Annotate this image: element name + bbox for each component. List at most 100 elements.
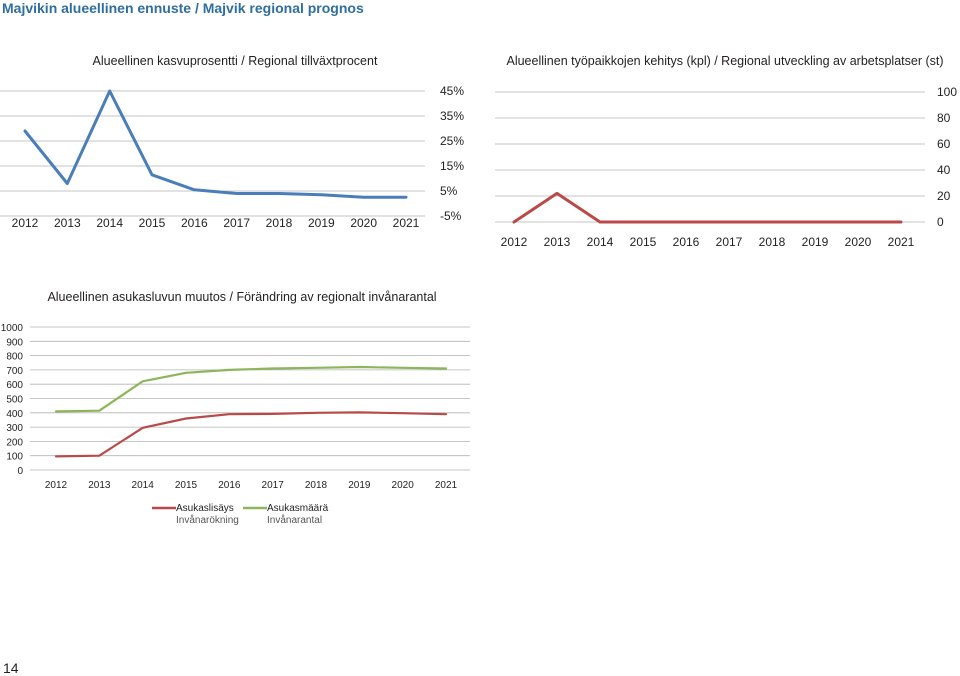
legend-label-secondary: Invånarantal — [267, 514, 322, 526]
growth-data-point — [362, 196, 365, 199]
growth-x-tick-label: 2016 — [181, 216, 208, 230]
jobs-y-tick-label: 60 — [937, 137, 951, 151]
legend-label-secondary: Invånarökning — [176, 514, 239, 526]
jobs-x-tick-label: 2019 — [802, 235, 829, 249]
population-y-tick-label: 500 — [6, 395, 23, 406]
population-y-tick-label: 900 — [6, 337, 23, 348]
jobs-series-line-0 — [512, 191, 903, 224]
population-data-point — [185, 371, 187, 374]
jobs-x-tick-label: 2013 — [544, 235, 571, 249]
growth-data-point — [66, 182, 69, 185]
population-data-point — [228, 413, 231, 416]
jobs-data-point — [814, 221, 816, 223]
population-data-point — [185, 417, 187, 420]
jobs-x-tick-label: 2016 — [673, 235, 700, 249]
population-x-tick-label: 2018 — [305, 480, 328, 491]
population-data-point — [358, 411, 361, 414]
jobs-x-tick-label: 2015 — [630, 235, 657, 249]
growth-data-point — [320, 193, 323, 196]
jobs-x-tick-label: 2021 — [888, 235, 915, 249]
jobs-data-point — [900, 221, 902, 223]
page-number: 14 — [3, 660, 19, 676]
population-x-tick-label: 2021 — [435, 480, 458, 491]
growth-x-tick-label: 2013 — [54, 216, 81, 230]
growth-x-tick-label: 2014 — [96, 216, 123, 230]
population-data-point — [315, 412, 317, 414]
population-x-tick-label: 2019 — [348, 480, 371, 491]
growth-data-point — [151, 173, 153, 176]
jobs-y-tick-label: 40 — [937, 163, 951, 177]
jobs-data-point — [857, 221, 859, 223]
growth-x-tick-label: 2018 — [266, 216, 293, 230]
growth-chart-title: Alueellinen kasvuprosentti / Regional ti… — [93, 54, 378, 68]
jobs-x-tick-label: 2018 — [759, 235, 786, 249]
population-x-tick-label: 2014 — [132, 480, 155, 491]
jobs-x-tick-label: 2014 — [587, 235, 614, 249]
population-series-line-0 — [54, 411, 448, 458]
population-y-tick-label: 1000 — [1, 323, 24, 334]
population-data-point — [98, 454, 101, 457]
growth-data-point — [193, 188, 196, 191]
growth-x-tick-label: 2020 — [350, 216, 377, 230]
page-title: Majvikin alueellinen ennuste / Majvik re… — [2, 0, 364, 16]
population-x-tick-label: 2015 — [175, 480, 198, 491]
jobs-x-tick-label: 2017 — [716, 235, 743, 249]
growth-chart: Alueellinen kasvuprosentti / Regional ti… — [0, 54, 464, 230]
jobs-y-tick-label: 0 — [937, 215, 944, 229]
jobs-y-tick-label: 80 — [937, 111, 951, 125]
population-data-point — [401, 366, 404, 369]
jobs-data-point — [728, 221, 730, 223]
population-y-tick-label: 200 — [6, 437, 23, 448]
population-data-point — [55, 410, 57, 413]
population-data-point — [358, 366, 361, 368]
growth-y-tick-label: 35% — [440, 109, 464, 123]
growth-data-point — [278, 192, 280, 195]
population-data-point — [228, 369, 231, 371]
population-data-point — [141, 380, 144, 383]
jobs-data-point — [771, 221, 773, 223]
growth-y-tick-label: -5% — [440, 209, 462, 223]
jobs-chart-title: Alueellinen työpaikkojen kehitys (kpl) /… — [506, 54, 943, 68]
population-y-tick-label: 700 — [6, 366, 23, 377]
jobs-data-point — [513, 221, 515, 223]
jobs-data-point — [642, 221, 644, 223]
growth-data-point — [108, 90, 111, 92]
jobs-y-tick-label: 20 — [937, 189, 951, 203]
population-data-point — [55, 455, 57, 458]
population-x-tick-label: 2020 — [392, 480, 415, 491]
population-data-point — [271, 367, 274, 370]
jobs-data-point — [556, 192, 558, 195]
population-y-tick-label: 300 — [6, 423, 23, 434]
population-y-tick-label: 400 — [6, 409, 23, 420]
population-data-point — [98, 409, 101, 412]
population-chart-title: Alueellinen asukasluvun muutos / Förändr… — [47, 290, 436, 304]
growth-x-tick-label: 2017 — [223, 216, 250, 230]
growth-x-tick-label: 2015 — [139, 216, 166, 230]
population-data-point — [401, 412, 404, 415]
population-data-point — [141, 427, 144, 429]
population-x-tick-label: 2017 — [262, 480, 285, 491]
growth-data-point — [24, 130, 26, 132]
jobs-x-tick-label: 2012 — [501, 235, 528, 249]
population-data-point — [271, 413, 274, 415]
growth-x-tick-label: 2012 — [12, 216, 39, 230]
growth-x-tick-label: 2021 — [393, 216, 420, 230]
population-x-tick-label: 2016 — [218, 480, 241, 491]
growth-y-tick-label: 45% — [440, 84, 464, 98]
population-y-tick-label: 100 — [6, 452, 23, 463]
legend-label: Asukasmäärä — [267, 503, 329, 514]
jobs-data-point — [599, 221, 601, 223]
jobs-chart: Alueellinen työpaikkojen kehitys (kpl) /… — [495, 54, 957, 249]
population-series-line-1 — [54, 365, 448, 413]
jobs-y-tick-label: 100 — [937, 85, 957, 99]
growth-x-tick-label: 2019 — [308, 216, 335, 230]
jobs-x-tick-label: 2020 — [845, 235, 872, 249]
population-y-tick-label: 800 — [6, 352, 23, 363]
population-data-point — [445, 367, 447, 370]
population-x-tick-label: 2013 — [88, 480, 111, 491]
jobs-data-point — [685, 221, 687, 223]
growth-y-tick-label: 25% — [440, 134, 464, 148]
population-y-tick-label: 0 — [17, 466, 23, 477]
growth-series-line-0 — [23, 89, 408, 199]
